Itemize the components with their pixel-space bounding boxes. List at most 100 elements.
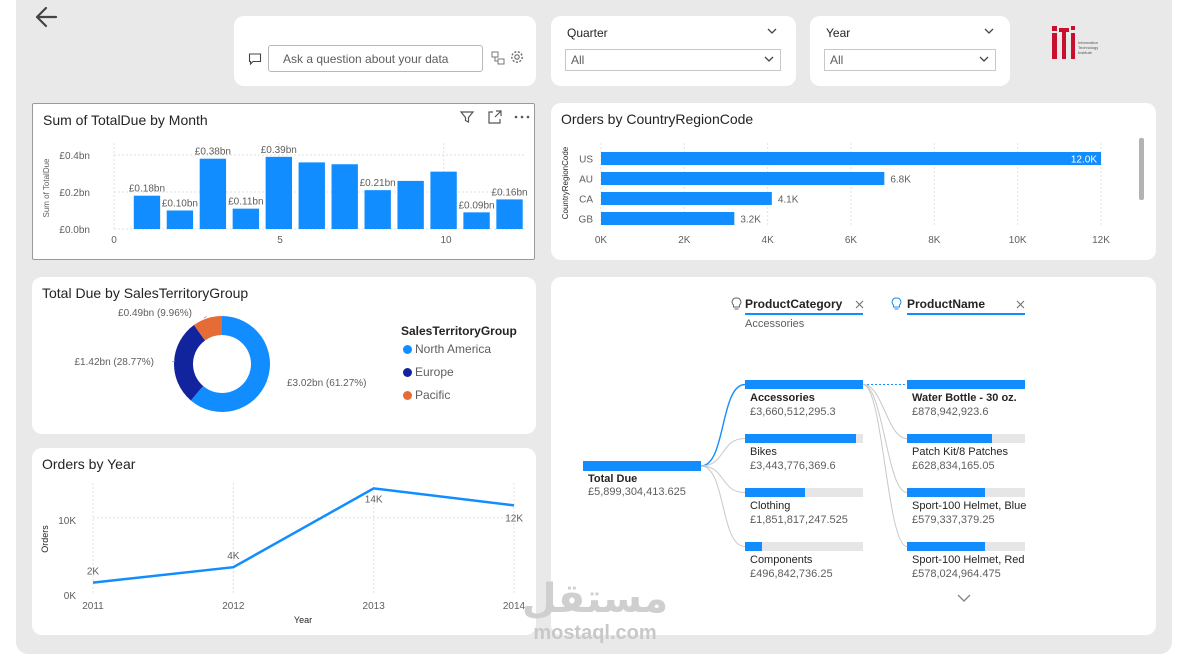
donut-slice[interactable] bbox=[190, 316, 270, 412]
chevron-down-icon[interactable] bbox=[984, 28, 994, 35]
bar[interactable] bbox=[166, 210, 194, 230]
connector bbox=[700, 438, 746, 467]
legend-item[interactable]: North America bbox=[403, 342, 491, 356]
node-bar-track[interactable] bbox=[907, 380, 1025, 389]
node-bar bbox=[745, 434, 856, 443]
header-underline bbox=[907, 313, 1025, 315]
bar[interactable] bbox=[463, 212, 490, 229]
node-bar bbox=[907, 542, 985, 551]
close-icon[interactable] bbox=[1016, 300, 1025, 309]
root-node-value: £5,899,304,413.625 bbox=[588, 486, 686, 498]
node-bar-track[interactable] bbox=[907, 542, 1025, 551]
donut-chart-card[interactable]: Total Due by SalesTerritoryGroup £3.02bn… bbox=[32, 277, 536, 434]
quarter-dropdown[interactable]: All bbox=[565, 49, 781, 71]
iti-logo: Information Technology Institute bbox=[1036, 22, 1102, 68]
bar[interactable] bbox=[331, 164, 358, 229]
data-label: 4K bbox=[227, 551, 240, 562]
decomposition-connectors bbox=[700, 383, 908, 547]
bar[interactable] bbox=[601, 212, 735, 225]
x-tick-label: 12K bbox=[1092, 235, 1110, 246]
bar[interactable] bbox=[232, 208, 260, 229]
data-label: £3.02bn (61.27%) bbox=[287, 378, 367, 389]
chevron-down-icon[interactable] bbox=[979, 56, 989, 63]
donut-slice[interactable] bbox=[173, 325, 206, 401]
more-options-icon[interactable] bbox=[513, 109, 531, 125]
data-label: £0.18bn bbox=[129, 184, 165, 195]
back-button[interactable] bbox=[34, 4, 62, 30]
svg-text:Information: Information bbox=[1078, 40, 1098, 45]
series-line[interactable] bbox=[92, 487, 515, 584]
scrollbar[interactable] bbox=[1139, 138, 1144, 200]
data-label: £0.21bn bbox=[360, 178, 396, 189]
node-bar-track[interactable] bbox=[745, 488, 863, 497]
gear-icon[interactable] bbox=[510, 50, 524, 64]
connector bbox=[700, 383, 746, 467]
data-label: 12K bbox=[505, 513, 523, 524]
chat-icon bbox=[248, 53, 262, 66]
data-label: £0.11bn bbox=[228, 197, 263, 208]
bar[interactable] bbox=[133, 195, 161, 229]
related-questions-icon[interactable] bbox=[491, 51, 505, 65]
category-label: AU bbox=[579, 175, 593, 186]
bar[interactable] bbox=[364, 190, 391, 229]
bar[interactable] bbox=[265, 156, 292, 229]
country-chart-card[interactable]: Orders by CountryRegionCode CountryRegio… bbox=[551, 103, 1156, 260]
node-bar bbox=[745, 488, 806, 497]
category-label: US bbox=[579, 155, 593, 166]
legend-item[interactable]: Europe bbox=[403, 365, 454, 379]
y-tick-label: 10K bbox=[58, 516, 76, 527]
month-chart-card[interactable]: Sum of TotalDue by Month Sum of TotalDue… bbox=[32, 103, 535, 260]
decomposition-tree-card[interactable]: ProductCategory Accessories ProductName … bbox=[551, 277, 1156, 635]
node-label: Sport-100 Helmet, Blue bbox=[912, 500, 1027, 512]
bar[interactable] bbox=[496, 199, 523, 229]
node-label: Patch Kit/8 Patches bbox=[912, 446, 1008, 458]
chevron-down-icon[interactable] bbox=[957, 594, 971, 603]
chevron-down-icon[interactable] bbox=[764, 56, 774, 63]
y-axis-title: Orders bbox=[40, 525, 50, 553]
filter-icon[interactable] bbox=[459, 109, 475, 125]
bar[interactable] bbox=[199, 158, 227, 229]
root-node-bar[interactable] bbox=[583, 461, 701, 471]
legend-item[interactable]: Pacific bbox=[403, 388, 450, 402]
node-bar-track[interactable] bbox=[745, 434, 863, 443]
node-value: £878,942,923.6 bbox=[912, 406, 989, 418]
svg-text:Institute: Institute bbox=[1078, 50, 1093, 55]
node-label: Components bbox=[750, 554, 813, 566]
bar[interactable] bbox=[397, 180, 424, 229]
close-icon[interactable] bbox=[855, 300, 864, 309]
x-tick-label: 2011 bbox=[82, 601, 104, 612]
chart-title: Orders by Year bbox=[42, 456, 136, 472]
month-bar-chart: Sum of TotalDue £0.0bn £0.2bn £0.4bn 0 5… bbox=[42, 143, 528, 246]
data-label: 6.8K bbox=[890, 175, 911, 186]
node-bar bbox=[907, 380, 1025, 389]
data-label: £0.10bn bbox=[162, 199, 198, 210]
x-tick-label: 10 bbox=[440, 235, 452, 246]
bar[interactable] bbox=[601, 172, 885, 185]
bar[interactable] bbox=[298, 162, 325, 229]
donut-slice[interactable] bbox=[193, 316, 222, 341]
year-dropdown[interactable]: All bbox=[824, 49, 996, 71]
node-bar-track[interactable] bbox=[745, 542, 863, 551]
node-value: £1,851,817,247.525 bbox=[750, 514, 848, 526]
focus-mode-icon[interactable] bbox=[487, 109, 503, 125]
node-bar-track[interactable] bbox=[745, 380, 863, 389]
node-value: £496,842,736.25 bbox=[750, 568, 833, 580]
node-value: £578,024,964.475 bbox=[912, 568, 1001, 580]
node-bar-track[interactable] bbox=[907, 434, 1025, 443]
y-axis-title: CountryRegionCode bbox=[561, 146, 570, 219]
bar[interactable] bbox=[601, 152, 1101, 165]
x-tick-label: 6K bbox=[845, 235, 858, 246]
year-chart-card[interactable]: Orders by Year Orders Year 0K 10K 2011 20… bbox=[32, 448, 536, 635]
node-label: Accessories bbox=[750, 392, 815, 404]
y-axis-title: Sum of TotalDue bbox=[42, 158, 51, 218]
level-header-productname[interactable]: ProductName bbox=[907, 297, 986, 311]
x-tick-label: 2K bbox=[678, 235, 691, 246]
bar[interactable] bbox=[601, 192, 772, 205]
bar[interactable] bbox=[430, 171, 457, 229]
qa-input[interactable]: Ask a question about your data bbox=[268, 45, 483, 72]
node-bar bbox=[745, 542, 762, 551]
chevron-down-icon[interactable] bbox=[767, 28, 777, 35]
node-bar-track[interactable] bbox=[907, 488, 1025, 497]
level-header-productcategory[interactable]: ProductCategory bbox=[745, 297, 843, 311]
svg-text:Technology: Technology bbox=[1078, 45, 1098, 50]
